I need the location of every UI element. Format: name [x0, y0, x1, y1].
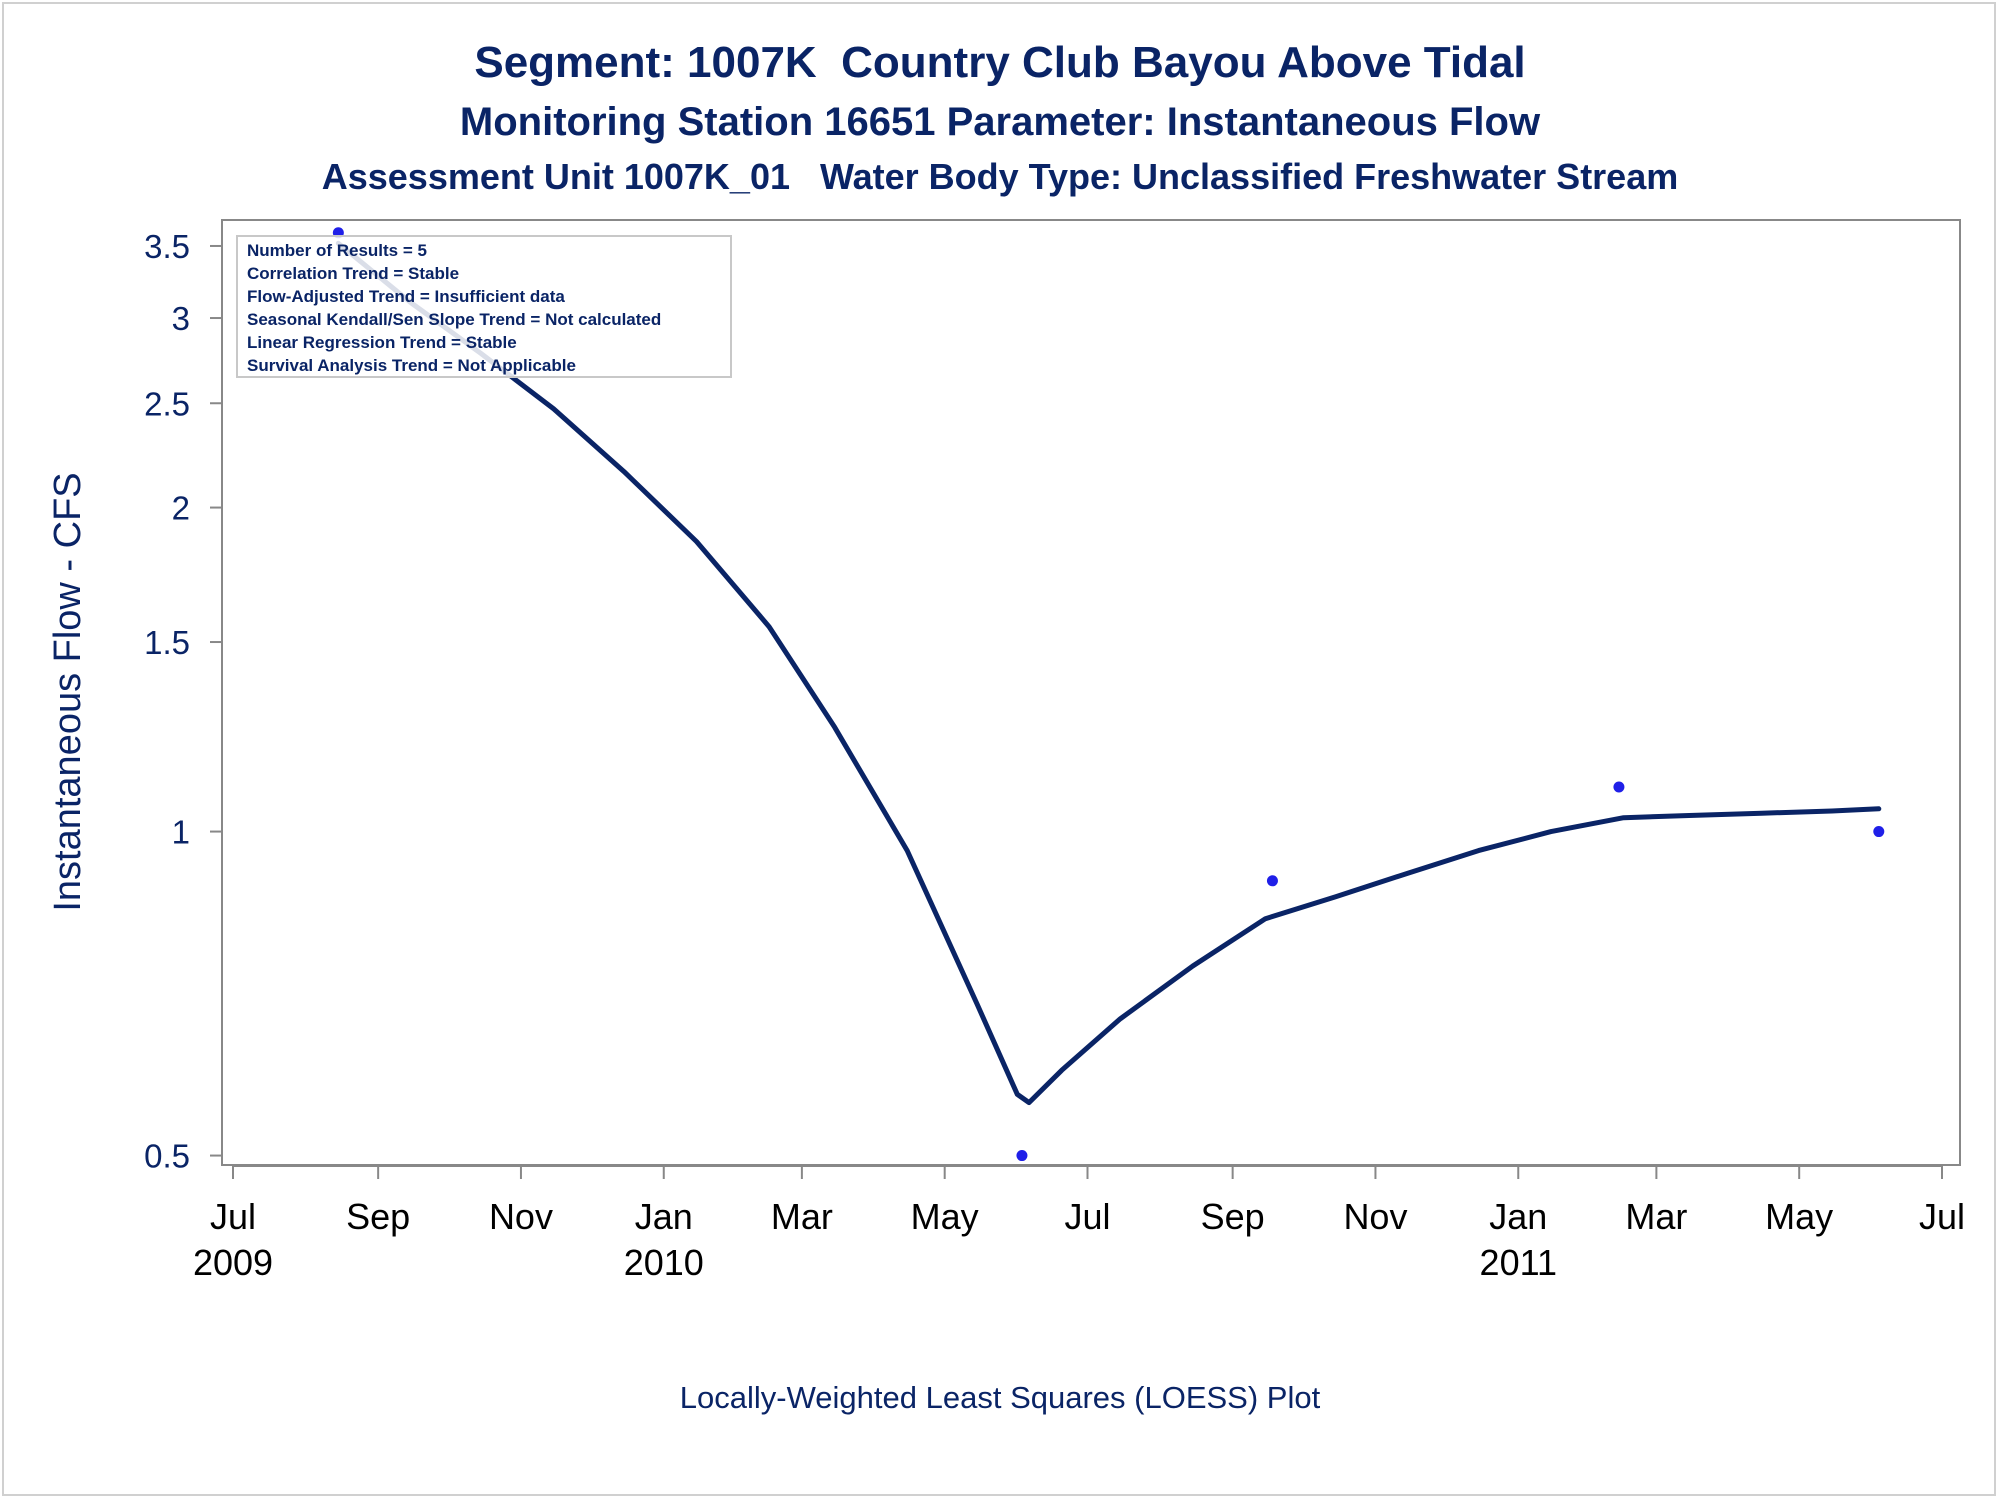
x-tick-label: Mar: [771, 1196, 833, 1237]
y-tick-label: 0.5: [144, 1138, 190, 1175]
y-tick-label: 2: [172, 490, 190, 527]
stats-line: Flow-Adjusted Trend = Insufficient data: [247, 287, 565, 306]
x-tick-label: Jul: [210, 1196, 256, 1237]
data-point: [1266, 875, 1278, 887]
x-tick-label: May: [1765, 1196, 1833, 1237]
x-tick-label: Nov: [1343, 1196, 1407, 1237]
y-tick-label: 1: [172, 814, 190, 851]
x-axis: Jul 2009 Sep Nov Jan 2010 Mar May Jul Sep Nov Jan 20…: [193, 1165, 1965, 1283]
y-axis-label: Instantaneous Flow - CFS: [47, 472, 89, 911]
x-tick-label: Jan: [635, 1196, 693, 1237]
x-tick-label: Jan: [1489, 1196, 1547, 1237]
stats-line: Seasonal Kendall/Sen Slope Trend = Not c…: [247, 310, 661, 329]
x-tick-year-label: 2009: [193, 1242, 273, 1283]
data-point: [1873, 826, 1885, 838]
x-tick-label: Nov: [489, 1196, 553, 1237]
x-tick-label: Jul: [1064, 1196, 1110, 1237]
y-tick-label: 3.5: [144, 228, 190, 265]
chart-title: Segment: 1007K Country Club Bayou Above …: [474, 38, 1526, 87]
x-tick-label: Sep: [346, 1196, 410, 1237]
x-tick-label: May: [911, 1196, 979, 1237]
data-point: [1016, 1150, 1028, 1162]
loess-line: [335, 240, 1882, 1106]
stats-line: Survival Analysis Trend = Not Applicable: [247, 356, 576, 375]
x-tick-year-label: 2010: [624, 1242, 704, 1283]
stats-line: Number of Results = 5: [247, 241, 427, 260]
stats-box: Number of Results = 5 Correlation Trend =…: [236, 235, 732, 378]
x-tick-label: Jul: [1919, 1196, 1965, 1237]
y-tick-label: 3: [172, 300, 190, 337]
chart-subtitle: Monitoring Station 16651 Parameter: Inst…: [459, 100, 1541, 144]
y-tick-label: 1.5: [144, 624, 190, 661]
data-point: [1613, 781, 1625, 793]
y-tick-label: 2.5: [144, 385, 190, 422]
stats-line: Linear Regression Trend = Stable: [247, 333, 517, 352]
x-tick-label: Sep: [1201, 1196, 1265, 1237]
footnote: Locally-Weighted Least Squares (LOESS) P…: [679, 1380, 1321, 1415]
x-tick-label: Mar: [1625, 1196, 1687, 1237]
y-axis: 0.5 1 1.5 2 2.5 3 3.5: [144, 228, 222, 1175]
x-tick-year-label: 2011: [1480, 1242, 1557, 1283]
stats-line: Correlation Trend = Stable: [247, 264, 459, 283]
chart-subtitle-2: Assessment Unit 1007K_01 Water Body Type…: [321, 156, 1679, 197]
